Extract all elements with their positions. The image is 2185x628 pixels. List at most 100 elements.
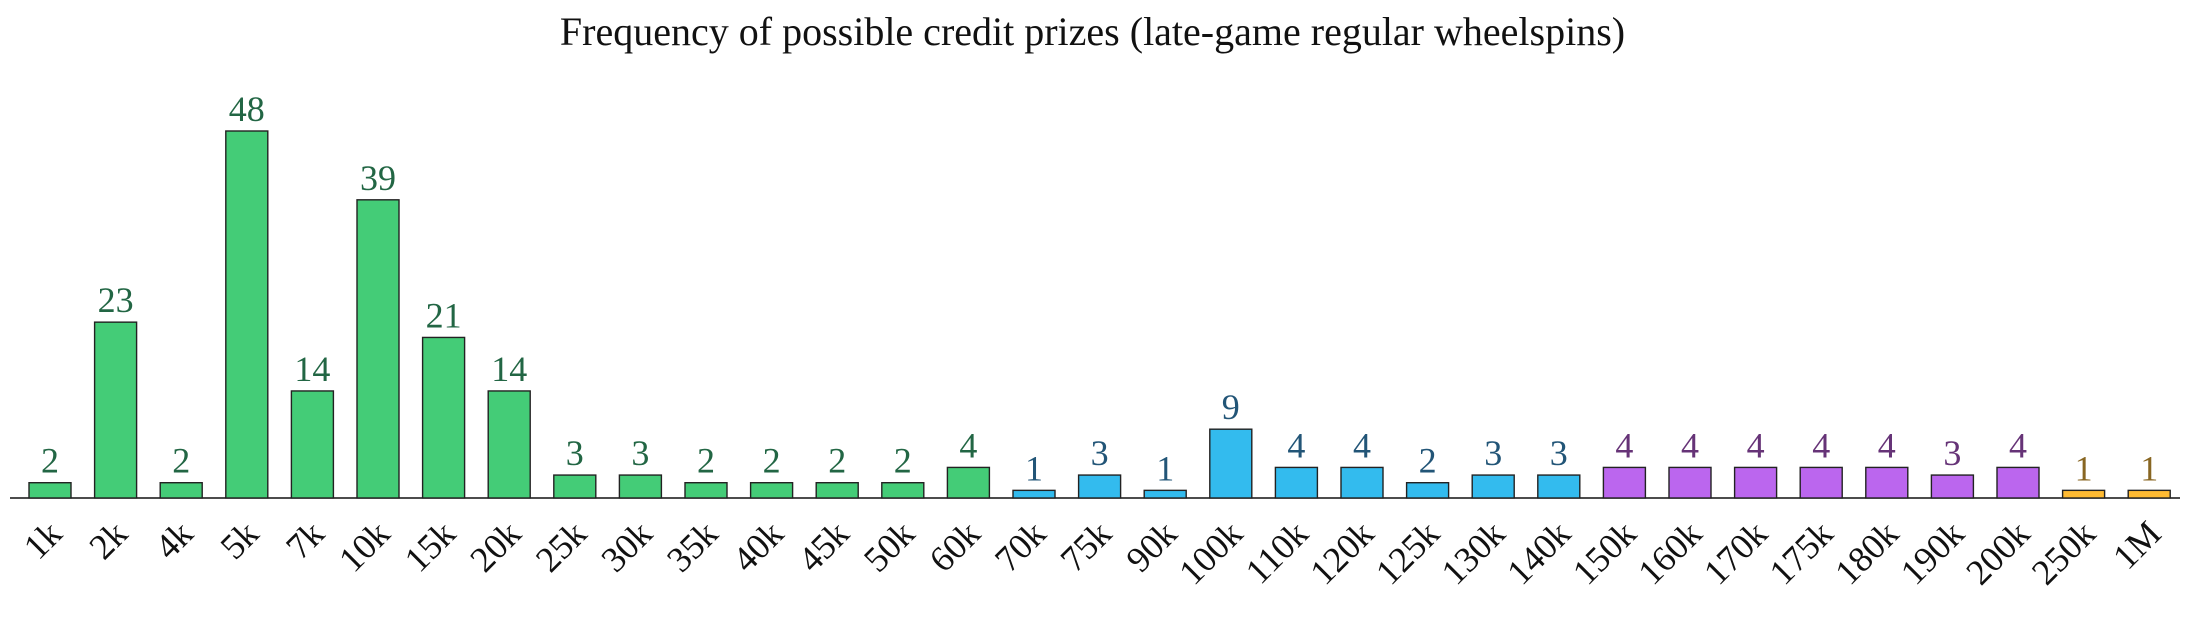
bar-170k xyxy=(1733,466,1778,499)
bar-250k xyxy=(2061,489,2106,499)
chart-title: Frequency of possible credit prizes (lat… xyxy=(559,9,1626,54)
tick-label-120k: 120k xyxy=(1302,513,1381,592)
value-label-90k: 1 xyxy=(1156,448,1174,488)
value-label-110k: 4 xyxy=(1287,425,1305,465)
bar-7k xyxy=(290,390,335,499)
bar-120k xyxy=(1340,466,1384,499)
value-label-60k: 4 xyxy=(959,425,977,465)
tick-label-100k: 100k xyxy=(1171,513,1250,592)
value-label-200k: 4 xyxy=(2009,425,2027,465)
tick-label-90k: 90k xyxy=(1118,513,1184,579)
value-label-190k: 3 xyxy=(1943,433,1961,473)
bar-1k xyxy=(28,482,72,499)
bar-125k xyxy=(1405,482,1450,499)
tick-label-140k: 140k xyxy=(1499,513,1578,592)
value-label-160k: 4 xyxy=(1681,425,1699,465)
bar-90k xyxy=(1143,489,1187,499)
tick-label-170k: 170k xyxy=(1696,513,1775,592)
value-label-250k: 1 xyxy=(2075,448,2093,488)
bar-180k xyxy=(1865,466,1909,499)
tick-label-60k: 60k xyxy=(921,513,987,579)
value-label-170k: 4 xyxy=(1747,425,1765,465)
tick-label-1M: 1M xyxy=(2105,513,2169,577)
value-label-40k: 2 xyxy=(763,441,781,481)
bar-25k xyxy=(553,474,597,499)
value-label-20k: 14 xyxy=(491,349,527,389)
bar-50k xyxy=(881,482,925,499)
tick-label-1k: 1k xyxy=(16,513,70,567)
bar-35k xyxy=(684,482,728,499)
bar-30k xyxy=(618,474,663,499)
value-label-50k: 2 xyxy=(894,441,912,481)
value-label-150k: 4 xyxy=(1615,425,1633,465)
value-label-30k: 3 xyxy=(631,433,649,473)
value-label-175k: 4 xyxy=(1812,425,1830,465)
tick-label-190k: 190k xyxy=(1893,513,1972,592)
bar-70k xyxy=(1012,489,1056,499)
value-label-35k: 2 xyxy=(697,441,715,481)
bar-20k xyxy=(487,390,531,499)
value-label-1M: 1 xyxy=(2140,448,2158,488)
bar-110k xyxy=(1274,466,1319,499)
tick-label-150k: 150k xyxy=(1565,513,1644,592)
bar-160k xyxy=(1668,466,1712,499)
bar-2k xyxy=(93,321,138,499)
bar-150k xyxy=(1602,466,1647,499)
tick-label-130k: 130k xyxy=(1434,513,1513,592)
tick-label-200k: 200k xyxy=(1958,513,2037,592)
value-label-25k: 3 xyxy=(566,433,584,473)
value-label-125k: 2 xyxy=(1419,441,1437,481)
tick-label-125k: 125k xyxy=(1368,513,1447,592)
tick-label-20k: 20k xyxy=(462,513,528,579)
tick-label-15k: 15k xyxy=(397,513,463,579)
bar-100k xyxy=(1209,428,1253,499)
bar-200k xyxy=(1996,466,2040,499)
bar-4k xyxy=(159,482,203,499)
value-label-180k: 4 xyxy=(1878,425,1896,465)
tick-label-75k: 75k xyxy=(1053,513,1119,579)
tick-label-50k: 50k xyxy=(856,513,922,579)
bar-40k xyxy=(749,482,794,499)
tick-label-25k: 25k xyxy=(528,513,594,579)
tick-label-180k: 180k xyxy=(1827,513,1906,592)
bar-75k xyxy=(1077,474,1122,499)
value-label-45k: 2 xyxy=(828,441,846,481)
value-label-15k: 21 xyxy=(426,295,462,335)
tick-label-40k: 40k xyxy=(725,513,791,579)
bar-45k xyxy=(815,482,859,499)
value-label-2k: 23 xyxy=(98,280,134,320)
value-label-100k: 9 xyxy=(1222,387,1240,427)
tick-label-4k: 4k xyxy=(147,513,201,567)
value-label-70k: 1 xyxy=(1025,448,1043,488)
bar-140k xyxy=(1537,474,1581,499)
tick-label-2k: 2k xyxy=(81,513,135,567)
tick-label-175k: 175k xyxy=(1762,513,1841,592)
value-label-1k: 2 xyxy=(41,441,59,481)
tick-label-10k: 10k xyxy=(331,513,397,579)
tick-label-30k: 30k xyxy=(593,513,659,579)
value-label-120k: 4 xyxy=(1353,425,1371,465)
value-label-140k: 3 xyxy=(1550,433,1568,473)
value-label-130k: 3 xyxy=(1484,433,1502,473)
value-label-7k: 14 xyxy=(294,349,330,389)
bar-10k xyxy=(356,199,400,499)
bar-175k xyxy=(1799,466,1843,499)
value-label-75k: 3 xyxy=(1091,433,1109,473)
bar-60k xyxy=(946,466,991,499)
bar-130k xyxy=(1471,474,1515,499)
tick-label-160k: 160k xyxy=(1630,513,1709,592)
tick-label-70k: 70k xyxy=(987,513,1053,579)
bar-190k xyxy=(1930,474,1975,499)
tick-label-250k: 250k xyxy=(2024,513,2103,592)
value-label-10k: 39 xyxy=(360,158,396,198)
tick-label-5k: 5k xyxy=(213,513,267,567)
value-label-4k: 2 xyxy=(172,441,190,481)
bar-15k xyxy=(421,336,466,499)
tick-label-7k: 7k xyxy=(278,513,332,567)
tick-label-110k: 110k xyxy=(1238,513,1316,591)
tick-label-45k: 45k xyxy=(790,513,856,579)
bar-5k xyxy=(225,130,269,499)
tick-label-35k: 35k xyxy=(659,513,725,579)
